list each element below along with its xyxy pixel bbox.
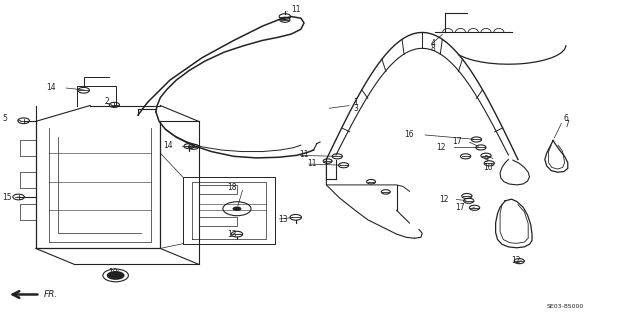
Text: 3: 3 (353, 104, 358, 113)
Text: 13: 13 (278, 215, 288, 224)
Text: 17: 17 (456, 203, 465, 212)
Text: 16: 16 (404, 130, 414, 139)
Text: 10: 10 (483, 163, 493, 172)
Text: 12: 12 (439, 195, 448, 204)
Text: 8: 8 (431, 44, 435, 54)
Text: 4: 4 (431, 39, 435, 48)
Text: 11: 11 (291, 5, 301, 14)
Circle shape (107, 271, 125, 280)
Text: 17: 17 (452, 137, 462, 145)
Text: SE03-85000: SE03-85000 (547, 304, 584, 309)
Text: 11: 11 (299, 150, 308, 159)
Text: 12: 12 (436, 143, 445, 152)
Text: 18: 18 (227, 183, 237, 192)
Text: 14: 14 (164, 141, 173, 150)
Text: 7: 7 (564, 120, 569, 129)
Text: 12: 12 (511, 256, 521, 265)
Text: 6: 6 (564, 114, 569, 123)
Text: 15: 15 (3, 193, 12, 202)
Text: 14: 14 (47, 83, 56, 92)
Circle shape (232, 206, 241, 211)
Text: 19: 19 (108, 268, 118, 277)
Text: 2: 2 (104, 97, 109, 106)
Text: 5: 5 (3, 114, 8, 123)
Text: 11: 11 (307, 159, 317, 168)
Text: 9: 9 (483, 155, 488, 164)
Text: FR.: FR. (44, 290, 58, 299)
Text: 1: 1 (353, 98, 358, 107)
Text: 13: 13 (227, 230, 237, 239)
